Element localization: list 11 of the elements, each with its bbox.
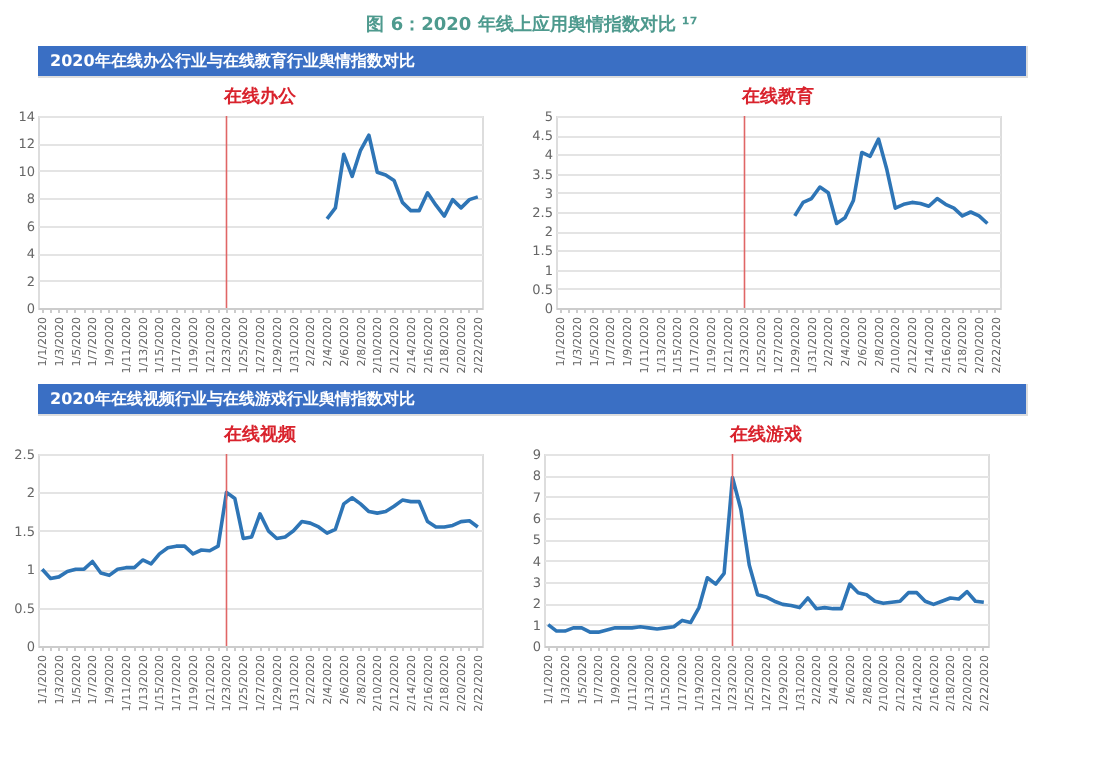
line-series xyxy=(792,137,990,226)
text: 2020年在线视频行业与在线游戏行业舆情指数对比 xyxy=(50,390,415,408)
chart-title: 在线游戏 xyxy=(728,424,802,446)
chart-title: 在线教育 xyxy=(740,84,814,108)
line-series xyxy=(546,475,986,634)
text: 2020年在线办公行业与在线教育行业舆情指数对比 xyxy=(50,50,415,70)
chart-title: 在线视频 xyxy=(222,424,298,446)
chart-title: 在线办公 xyxy=(222,86,298,108)
line-series xyxy=(40,490,480,581)
line-series xyxy=(325,133,480,221)
caption: 图 6：2020 年线上应用舆情指数对比 ¹⁷ xyxy=(366,14,698,36)
